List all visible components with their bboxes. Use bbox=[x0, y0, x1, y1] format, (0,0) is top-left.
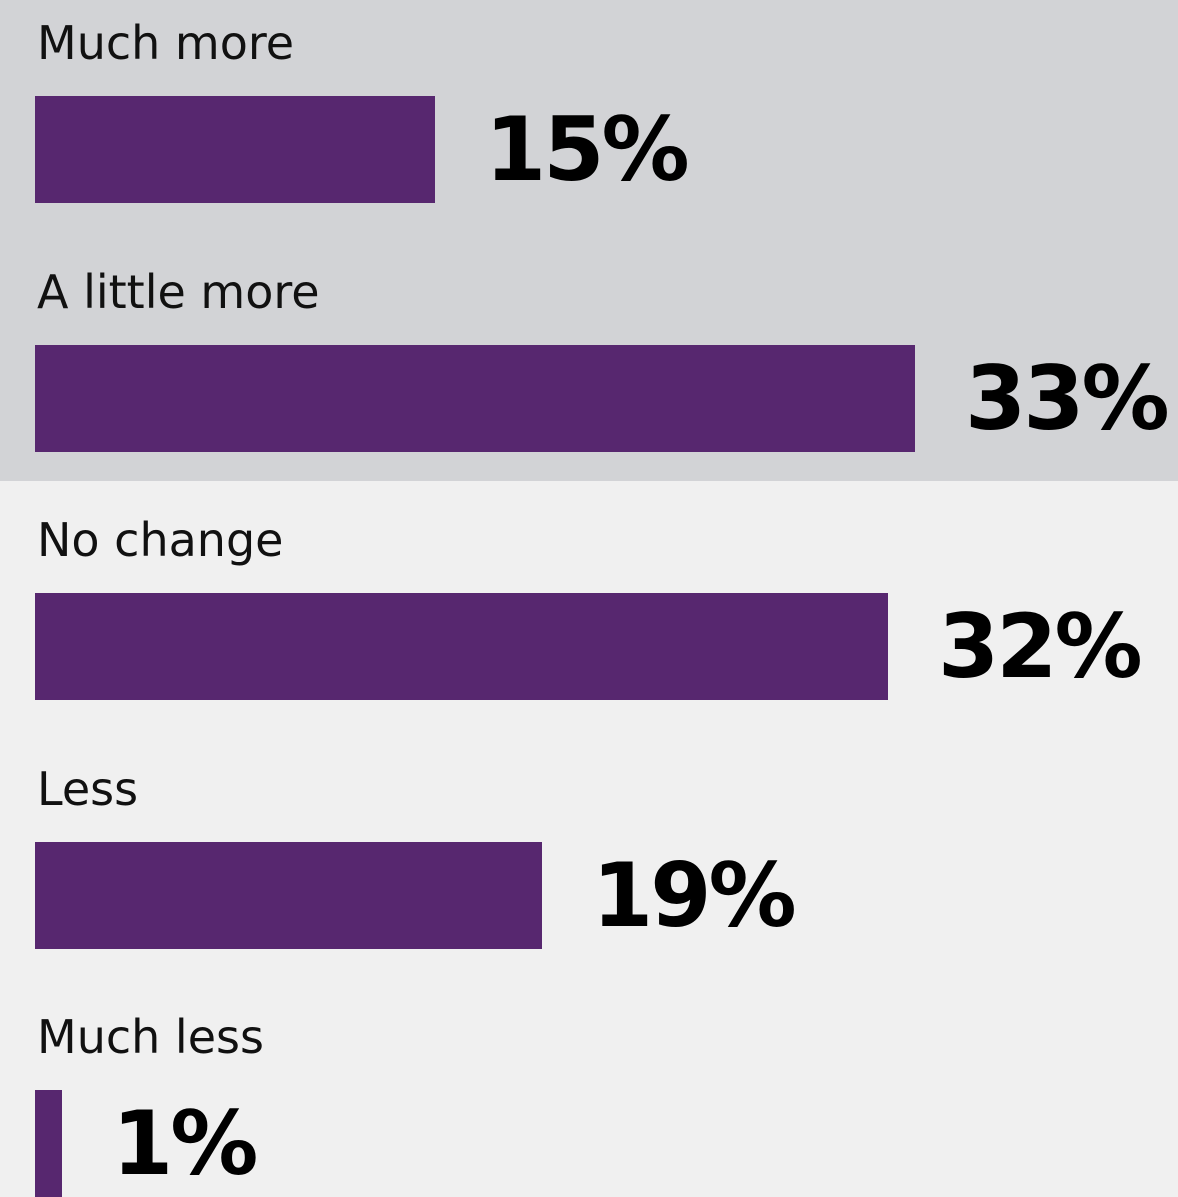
bar bbox=[35, 593, 889, 700]
category-label: Less bbox=[37, 762, 139, 816]
value-label: 32% bbox=[938, 595, 1143, 698]
bar bbox=[35, 1090, 62, 1197]
value-label: 1% bbox=[112, 1092, 258, 1195]
category-label: Much less bbox=[37, 1010, 264, 1064]
bar bbox=[35, 842, 542, 949]
value-label: 19% bbox=[592, 844, 797, 947]
category-label: No change bbox=[37, 513, 284, 567]
category-label: Much more bbox=[37, 16, 295, 70]
value-label: 15% bbox=[485, 98, 690, 201]
bar bbox=[35, 345, 915, 452]
category-label: A little more bbox=[37, 265, 320, 319]
bar bbox=[35, 96, 435, 203]
value-label: 33% bbox=[965, 347, 1170, 450]
